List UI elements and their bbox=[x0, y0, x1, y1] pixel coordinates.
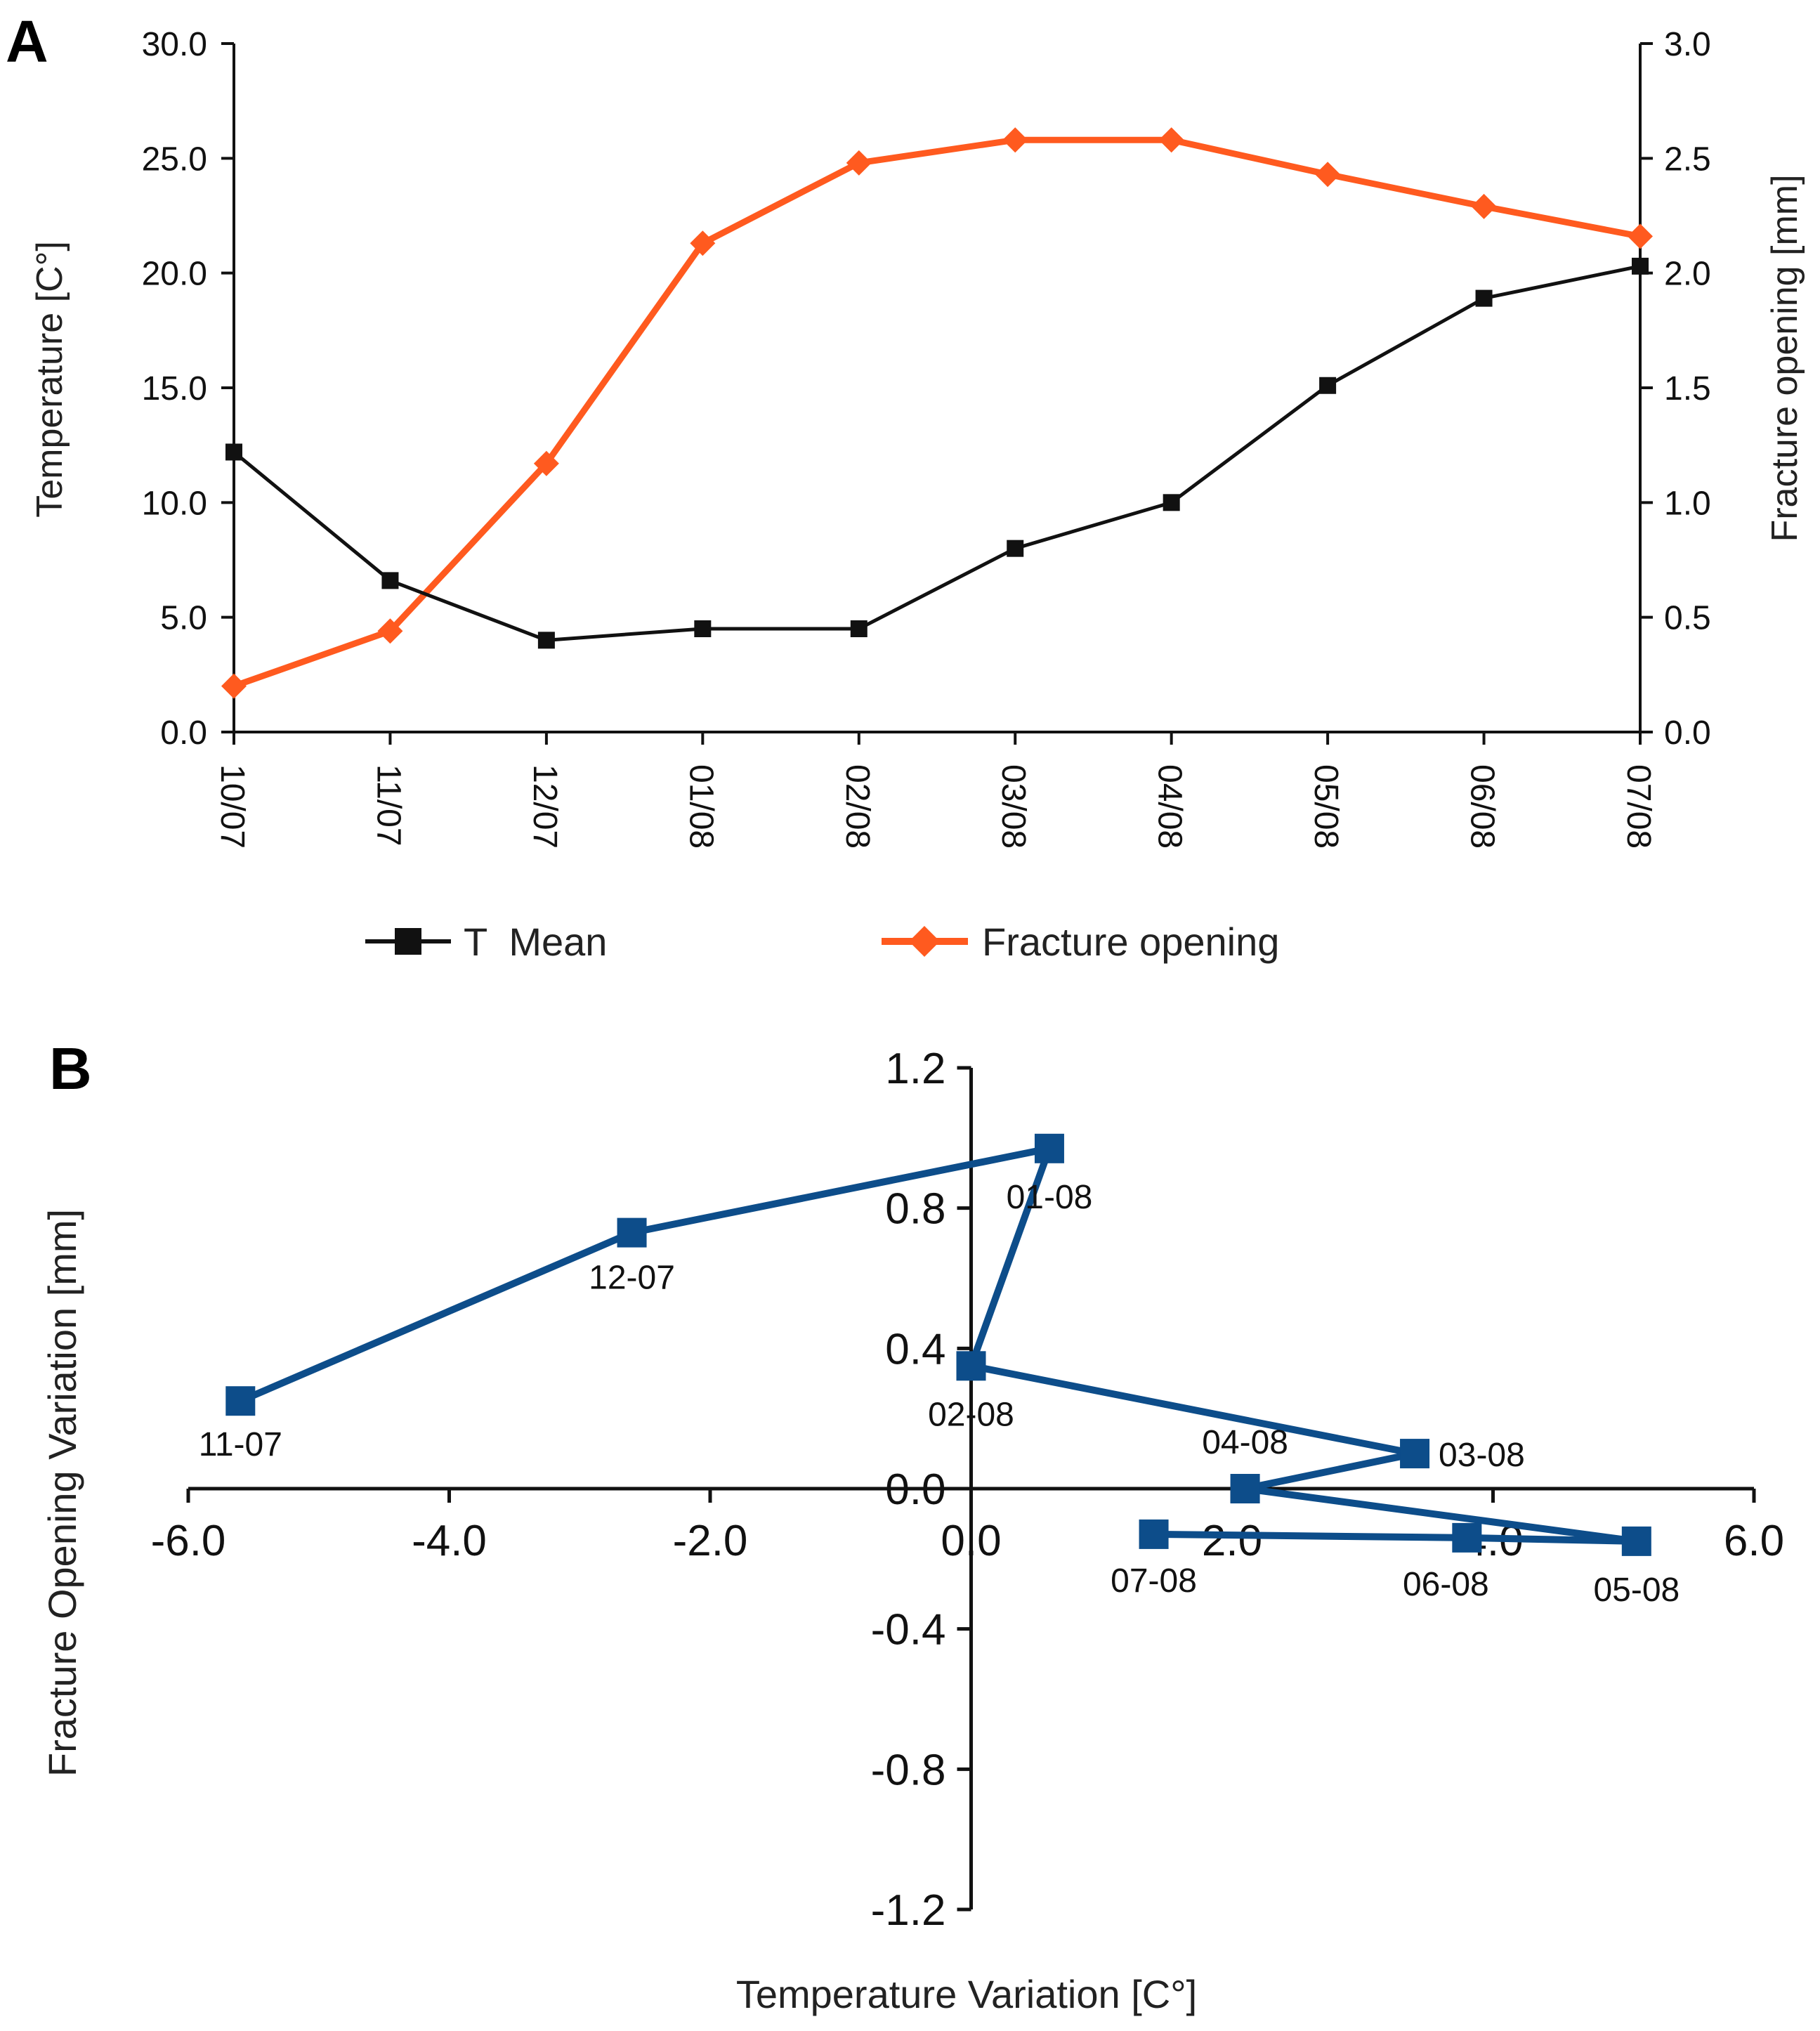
y-tick-label-right: 2.5 bbox=[1664, 141, 1711, 178]
series-fracture-opening-point bbox=[1002, 127, 1028, 153]
series-variation-point bbox=[1400, 1439, 1430, 1469]
series-variation-point bbox=[956, 1351, 986, 1381]
x-tick-label: 02/08 bbox=[839, 764, 876, 849]
y-tick-label-right: 0.5 bbox=[1664, 600, 1711, 637]
panel-a-y2-axis-title: Fracture opening [mm] bbox=[1765, 174, 1805, 542]
x-tick-label: 01/08 bbox=[682, 764, 719, 849]
panel-b-x-axis-title: Temperature Variation [C°] bbox=[736, 1972, 1197, 2016]
x-tick-label: -6.0 bbox=[151, 1517, 226, 1565]
series-t-mean-point bbox=[694, 620, 712, 637]
y-tick-label-left: 30.0 bbox=[142, 26, 207, 63]
series-fracture-opening-point bbox=[846, 150, 872, 176]
series-fracture-opening-point bbox=[377, 618, 403, 644]
series-t-mean-line bbox=[233, 264, 1641, 642]
series-fracture-opening-point bbox=[1628, 223, 1653, 249]
panel-a: A 0.0 5.0 10.0 15.0 20.0 25.0 30.0 0.0 0.5 1.0 1.5… bbox=[6, 8, 1805, 964]
series-variation-point bbox=[1139, 1519, 1169, 1549]
y-tick-label-left: 10.0 bbox=[142, 485, 207, 522]
legend-fracture-marker bbox=[909, 926, 940, 957]
point-label: 06-08 bbox=[1403, 1566, 1489, 1603]
y-tick-label-left: 5.0 bbox=[160, 600, 207, 637]
panel-a-ticks: 0.0 5.0 10.0 15.0 20.0 25.0 30.0 0.0 0.5 1.0 1.5 2.… bbox=[142, 26, 1711, 849]
series-variation-point bbox=[1621, 1526, 1651, 1556]
x-tick-label: 12/07 bbox=[526, 764, 563, 849]
panel-a-legend: T Mean Fracture opening bbox=[365, 920, 1279, 964]
y-tick-label-right: 2.0 bbox=[1664, 256, 1711, 293]
series-variation-point bbox=[1034, 1133, 1064, 1163]
x-tick-label: 03/08 bbox=[995, 764, 1032, 849]
point-label: 11-07 bbox=[199, 1426, 282, 1463]
series-t-mean-point bbox=[225, 443, 242, 461]
series-variation-point bbox=[225, 1386, 256, 1416]
legend-t-mean-label: T Mean bbox=[464, 920, 607, 964]
x-tick-label: 2.0 bbox=[1202, 1517, 1262, 1565]
y-tick-label: 1.2 bbox=[885, 1045, 945, 1093]
point-label: 02-08 bbox=[928, 1396, 1014, 1433]
y-tick-label: 0.8 bbox=[885, 1185, 945, 1234]
x-tick-label: 11/07 bbox=[369, 764, 407, 847]
series-t-mean-point bbox=[1007, 540, 1024, 557]
point-label: 04-08 bbox=[1202, 1424, 1288, 1461]
series-fracture-opening-point bbox=[1315, 162, 1341, 188]
series-t-mean-point bbox=[1475, 289, 1493, 307]
panel-b-ticks: -6.0 -4.0 -2.0 0.0 2.0 4.0 6.0-1.2-0.8-0.40.00… bbox=[151, 1045, 1785, 1935]
point-label: 01-08 bbox=[1007, 1179, 1093, 1216]
panel-b-y-axis-title: Fracture Opening Variation [mm] bbox=[40, 1209, 84, 1777]
point-label: 03-08 bbox=[1439, 1437, 1525, 1474]
series-variation-point bbox=[1452, 1522, 1482, 1553]
x-tick-label: 07/08 bbox=[1620, 764, 1657, 849]
series-t-mean-point bbox=[1163, 494, 1180, 511]
panel-a-y-axis-title: Temperature [C°] bbox=[30, 241, 70, 518]
series-variation-point bbox=[617, 1217, 647, 1248]
y-tick-label: -0.8 bbox=[871, 1746, 946, 1794]
y-tick-label: 0.4 bbox=[885, 1325, 945, 1373]
series-t-mean-point bbox=[850, 620, 868, 637]
series-fracture-opening-point bbox=[690, 230, 716, 256]
y-tick-label: -1.2 bbox=[871, 1886, 946, 1935]
panel-b-series bbox=[225, 1133, 1651, 1556]
panel-b: B -6.0 -4.0 -2.0 0.0 2.0 4.0 6.0-1.2-0.8-0.40.… bbox=[40, 1036, 1784, 2016]
x-tick-label: 04/08 bbox=[1151, 764, 1189, 849]
panel-a-axes bbox=[233, 44, 1642, 733]
y-tick-label-left: 15.0 bbox=[142, 370, 207, 407]
series-t-mean-point bbox=[1632, 257, 1649, 275]
series-t-mean-point bbox=[537, 632, 555, 649]
x-tick-label: 0.0 bbox=[941, 1517, 1001, 1565]
series-fracture-opening-point bbox=[1158, 127, 1184, 153]
legend-t-mean-marker bbox=[395, 928, 421, 955]
x-tick-label: 10/07 bbox=[214, 764, 251, 849]
panel-b-point-labels: 11-07 12-07 01-08 02-08 03-08 04-08 05-08 06-08… bbox=[199, 1179, 1680, 1609]
panel-b-letter: B bbox=[49, 1036, 92, 1102]
series-variation-point bbox=[1230, 1474, 1260, 1503]
series-fracture-opening-point bbox=[533, 450, 559, 476]
y-tick-label-left: 0.0 bbox=[160, 714, 207, 752]
legend-fracture-label: Fracture opening bbox=[982, 920, 1279, 964]
y-tick-label-left: 25.0 bbox=[142, 141, 207, 178]
x-tick-label: 6.0 bbox=[1724, 1517, 1784, 1565]
x-tick-label: -4.0 bbox=[412, 1517, 487, 1565]
panel-a-series bbox=[221, 127, 1653, 699]
panel-a-letter: A bbox=[6, 8, 48, 74]
point-label: 07-08 bbox=[1111, 1562, 1197, 1600]
y-tick-label-right: 0.0 bbox=[1664, 714, 1711, 752]
series-t-mean-point bbox=[1319, 377, 1337, 394]
y-tick-label: -0.4 bbox=[871, 1606, 946, 1654]
series-t-mean-point bbox=[381, 572, 399, 589]
y-tick-label: 0.0 bbox=[885, 1465, 945, 1514]
x-tick-label: -2.0 bbox=[673, 1517, 748, 1565]
point-label: 05-08 bbox=[1593, 1572, 1680, 1609]
series-fracture-opening-line bbox=[233, 136, 1641, 689]
series-fracture-opening-point bbox=[221, 673, 247, 699]
point-label: 12-07 bbox=[589, 1260, 675, 1297]
y-tick-label-right: 1.5 bbox=[1664, 370, 1711, 407]
y-tick-label-right: 3.0 bbox=[1664, 26, 1711, 63]
x-tick-label: 05/08 bbox=[1307, 764, 1344, 849]
y-tick-label-left: 20.0 bbox=[142, 256, 207, 293]
series-fracture-opening-point bbox=[1471, 193, 1497, 219]
y-tick-label-right: 1.0 bbox=[1664, 485, 1711, 522]
x-tick-label: 06/08 bbox=[1464, 764, 1501, 849]
